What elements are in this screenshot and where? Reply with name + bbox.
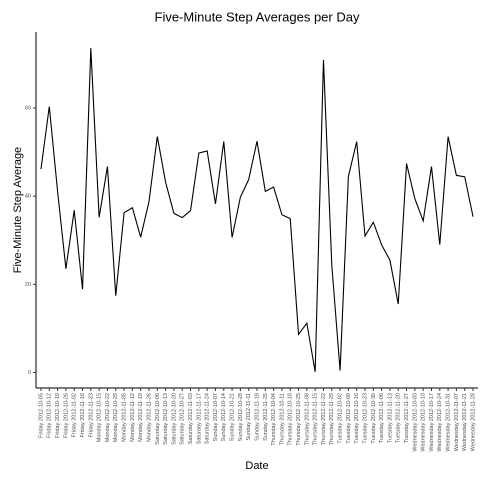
x-tick-label: Sunday 2012-11-11	[246, 393, 252, 441]
x-tick-label: Friday 2012-11-02	[72, 393, 78, 438]
x-tick-label: Monday 2012-11-12	[130, 393, 136, 442]
x-tick-label: Monday 2012-10-15	[97, 393, 103, 442]
y-tick-label: 60	[25, 106, 31, 112]
x-tick-label: Saturday 2012-11-03	[188, 393, 194, 444]
x-tick-label: Sunday 2012-11-25	[263, 393, 269, 441]
x-tick-label: Tuesday 2012-11-06	[379, 393, 385, 443]
x-tick-label: Sunday 2012-10-28	[238, 393, 244, 441]
x-tick-label: Tuesday 2012-11-27	[404, 393, 410, 443]
x-tick-label: Sunday 2012-10-14	[221, 393, 227, 441]
x-tick-label: Saturday 2012-11-17	[196, 393, 202, 444]
line	[40, 48, 474, 372]
y-tick-label: 20	[25, 282, 31, 288]
x-tick-label: Wednesday 2012-10-03	[412, 393, 418, 452]
x-tick-label: Thursday 2012-10-04	[271, 393, 277, 446]
x-tick-label: Wednesday 2012-10-24	[437, 393, 443, 452]
x-tick-label: Tuesday 2012-10-02	[338, 393, 344, 444]
x-tick-label: Thursday 2012-10-25	[296, 393, 302, 446]
x-tick-label: Sunday 2012-11-18	[254, 393, 260, 441]
x-tick-label: Thursday 2012-11-22	[321, 393, 327, 445]
x-tick-label: Wednesday 2012-11-28	[470, 393, 476, 451]
x-tick-label: Wednesday 2012-11-07	[454, 393, 460, 451]
x-tick-label: Monday 2012-11-26	[146, 393, 152, 442]
x-tick-label: Thursday 2012-11-08	[304, 393, 310, 445]
x-tick-label: Wednesday 2012-10-17	[429, 393, 435, 452]
chart-title: Five-Minute Step Averages per Day	[155, 9, 360, 24]
x-tick-label: Saturday 2012-10-20	[171, 393, 177, 445]
x-tick-label: Monday 2012-11-19	[138, 393, 144, 442]
y-tick-label: 0	[28, 370, 31, 376]
x-tick-label: Monday 2012-11-05	[122, 393, 128, 442]
x-tick-label: Thursday 2012-10-18	[288, 393, 294, 446]
x-tick-label: Wednesday 2012-11-21	[462, 393, 468, 451]
x-tick-label: Friday 2012-10-19	[55, 393, 61, 438]
x-tick-label: Friday 2012-10-12	[47, 393, 53, 438]
x-tick-label: Saturday 2012-10-27	[180, 393, 186, 445]
x-tick-label: Saturday 2012-10-06	[155, 393, 161, 445]
x-tick-label: Sunday 2012-10-21	[230, 393, 236, 441]
x-tick-label: Friday 2012-11-23	[88, 393, 94, 438]
x-axis-title: Date	[245, 460, 268, 472]
x-tick-label: Friday 2012-10-05	[38, 393, 44, 438]
x-tick-label: Tuesday 2012-10-09	[346, 393, 352, 444]
x-tick-label: Tuesday 2012-11-20	[396, 393, 402, 443]
x-tick-label: Thursday 2012-11-15	[313, 393, 319, 445]
x-tick-label: Tuesday 2012-10-16	[354, 393, 360, 444]
x-tick-label: Friday 2012-11-16	[80, 393, 86, 438]
x-tick-label: Tuesday 2012-10-30	[371, 393, 377, 444]
x-tick-label: Sunday 2012-10-07	[213, 393, 219, 441]
x-tick-label: Thursday 2012-11-29	[329, 393, 335, 445]
x-tick-label: Monday 2012-10-22	[105, 393, 111, 442]
x-tick-label: Saturday 2012-11-24	[205, 393, 211, 444]
x-tick-label: Saturday 2012-10-13	[163, 393, 169, 445]
y-tick-label: 40	[25, 194, 31, 200]
x-tick-label: Tuesday 2012-11-13	[387, 393, 393, 443]
y-axis-title: Five-Minute Step Average	[12, 147, 24, 273]
x-tick-label: Thursday 2012-10-11	[279, 393, 285, 445]
x-tick-label: Tuesday 2012-10-23	[362, 393, 368, 444]
x-tick-label: Monday 2012-10-29	[113, 393, 119, 442]
x-tick-label: Wednesday 2012-10-31	[446, 393, 452, 452]
x-tick-label: Wednesday 2012-10-10	[421, 393, 427, 452]
x-tick-label: Friday 2012-10-26	[63, 393, 69, 438]
